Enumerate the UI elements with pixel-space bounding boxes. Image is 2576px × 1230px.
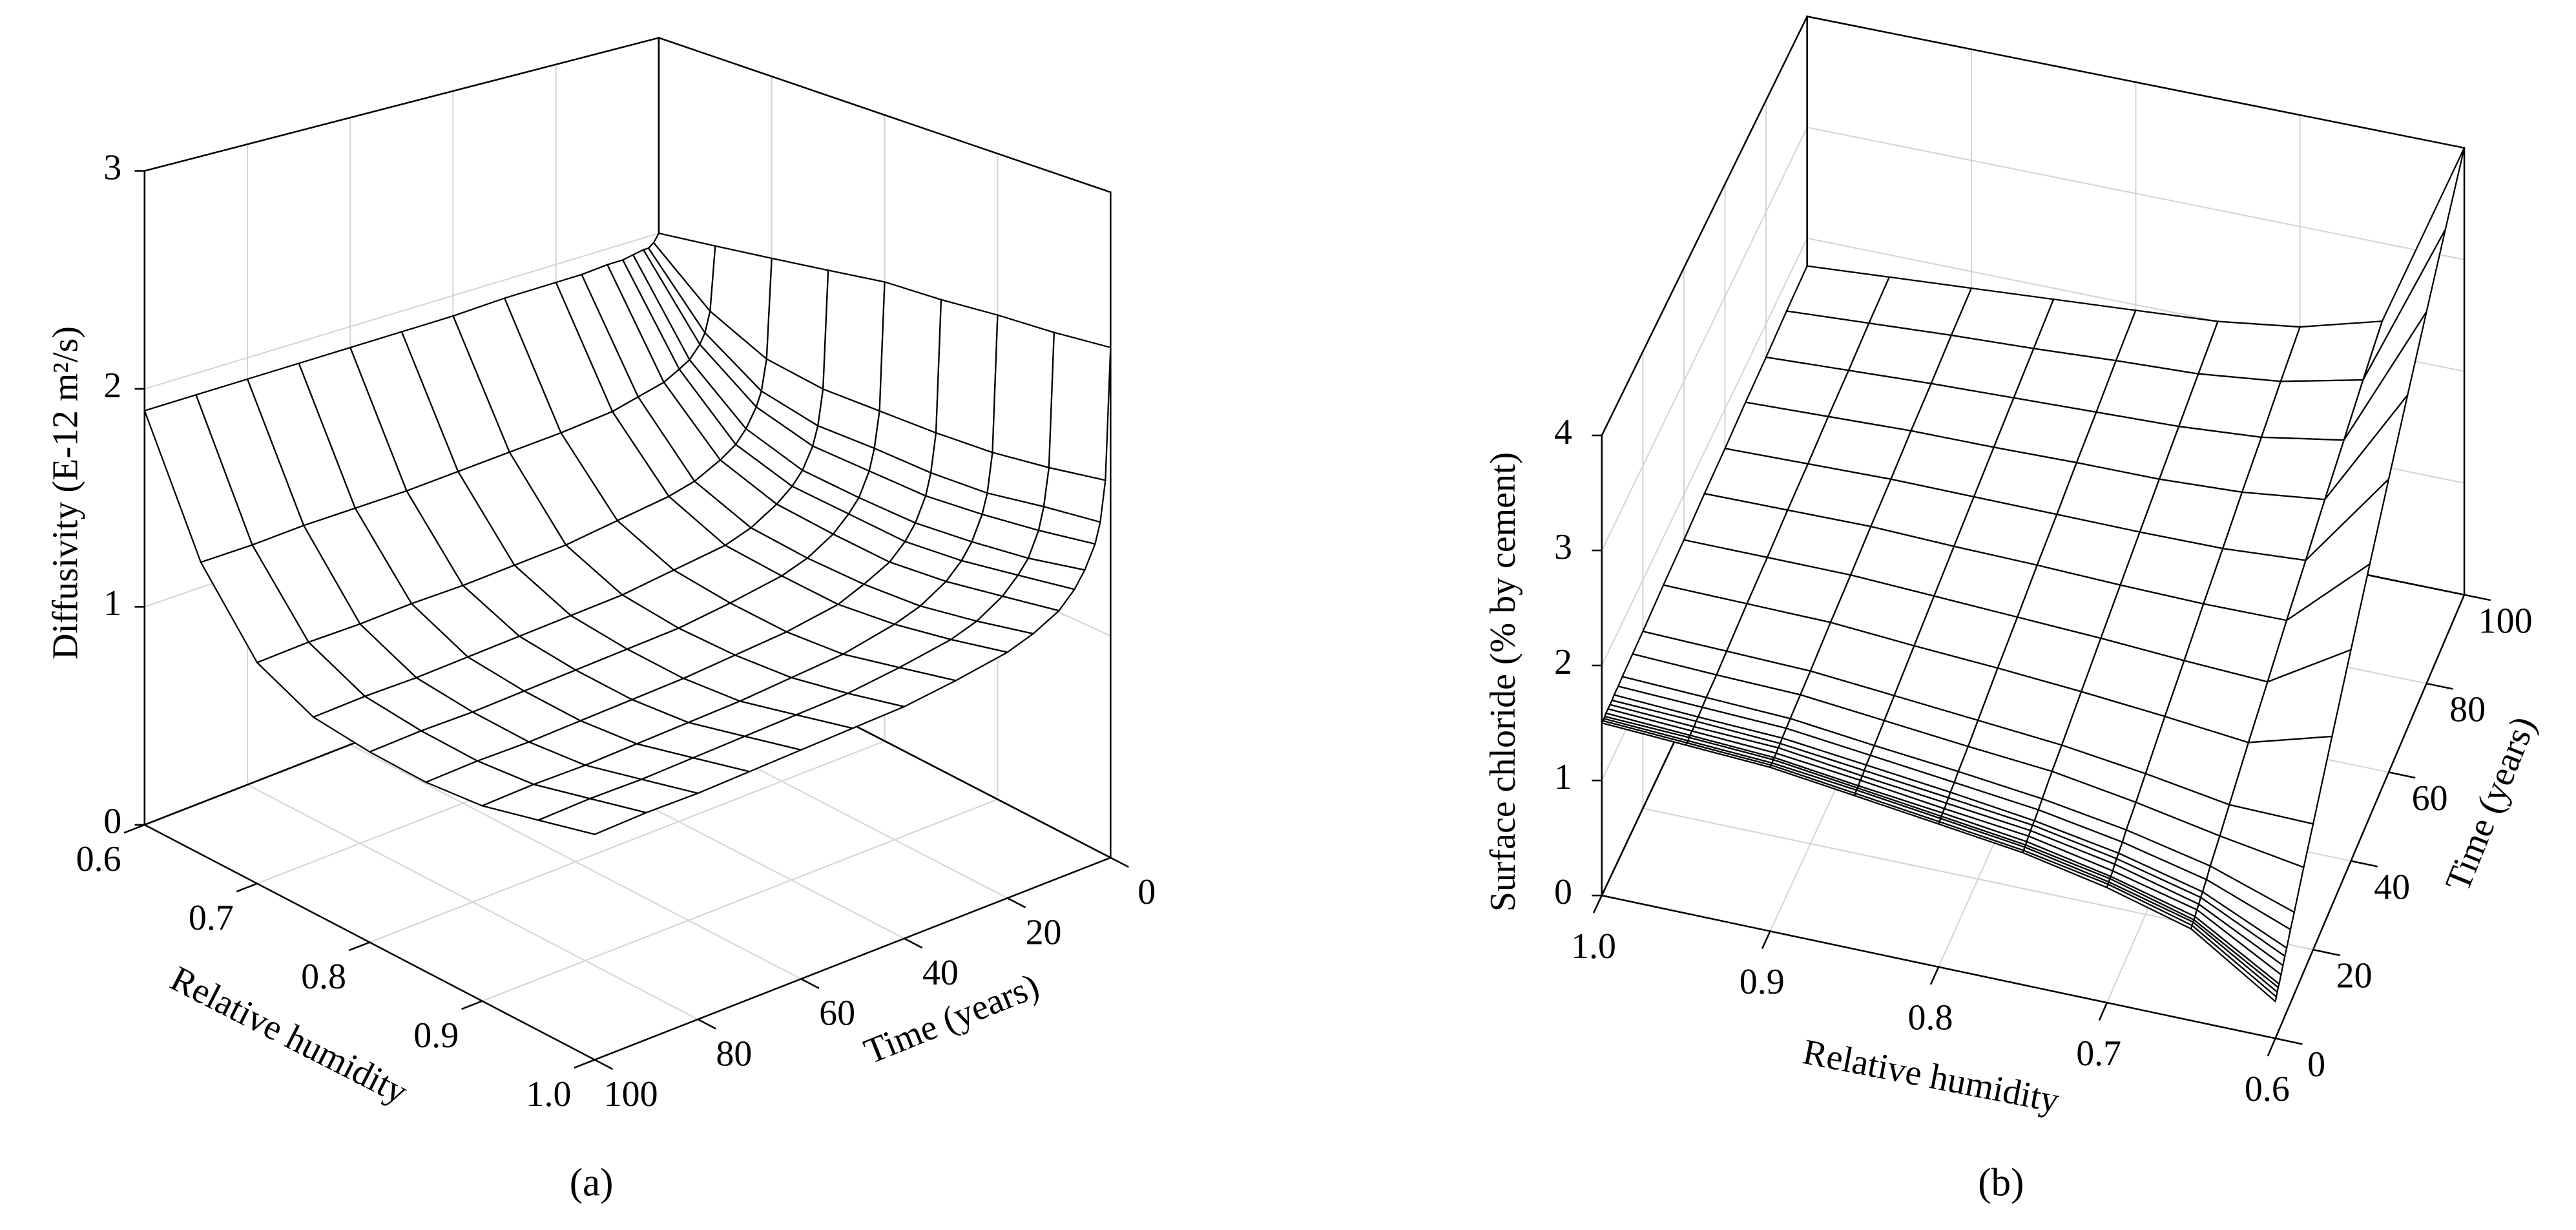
panel-label: (a) (570, 1161, 614, 1204)
y-tick-label: 60 (2412, 778, 2448, 818)
surface-cell (537, 798, 647, 835)
tick-mark (2464, 594, 2491, 601)
y-tick-label: 80 (716, 1034, 752, 1074)
grid-line (1601, 127, 1808, 551)
z-tick-label: 4 (1554, 412, 1572, 452)
surface-cell (878, 281, 942, 434)
y-tick-label: 0 (1137, 872, 1156, 912)
tick-mark (697, 1018, 716, 1030)
tick-mark (123, 824, 145, 834)
y-tick-label: 60 (819, 994, 855, 1034)
surface-cell (2190, 924, 2278, 1003)
tick-mark (904, 937, 923, 949)
x-tick-label: 0.6 (76, 839, 121, 879)
tick-mark (1592, 895, 1603, 913)
tick-mark (2388, 771, 2416, 779)
surface-cell (1048, 331, 1112, 481)
grid-line (247, 784, 698, 1020)
tick-mark (800, 978, 820, 989)
x-tick-label: 0.6 (2245, 1069, 2290, 1109)
y-tick-label: 40 (922, 953, 959, 993)
z-tick-label: 3 (103, 147, 121, 187)
y-tick-label: 20 (1026, 913, 1062, 953)
tick-mark (236, 882, 258, 893)
tick-mark (2267, 1037, 2276, 1057)
tick-mark (1761, 930, 1771, 950)
x-tick-label: 0.7 (2076, 1034, 2121, 1074)
y-tick-label: 40 (2374, 867, 2410, 907)
x-tick-label: 0.9 (413, 1016, 459, 1056)
grid-line (1601, 238, 1808, 666)
z-tick-label: 1 (103, 583, 121, 623)
tick-mark (1929, 966, 1940, 985)
y-tick-label: 80 (2449, 690, 2486, 730)
tick-mark (2098, 1002, 2108, 1021)
z-tick-label: 0 (1554, 872, 1572, 912)
x-tick-label: 0.8 (301, 957, 346, 997)
grid-line (482, 798, 998, 1002)
y-tick-label: 100 (604, 1074, 658, 1114)
surface-cell (992, 314, 1055, 468)
tick-mark (1007, 897, 1026, 908)
y-tick-label: 20 (2336, 956, 2373, 996)
grid-line (144, 233, 660, 390)
x-tick-label: 1.0 (526, 1074, 572, 1114)
tick-mark (348, 941, 370, 952)
z-axis-title: Diffusivity (E-12 m²/s) (46, 326, 86, 660)
z-tick-label: 3 (1554, 527, 1572, 567)
tick-mark (2351, 860, 2378, 868)
grid-line (369, 740, 885, 943)
panel-label: (b) (1978, 1161, 2024, 1204)
z-tick-label: 1 (1554, 757, 1572, 797)
tick-mark (2312, 948, 2340, 957)
y-tick-label: 0 (2307, 1045, 2325, 1085)
tick-mark (1110, 857, 1129, 868)
y-tick-label: 100 (2478, 601, 2533, 641)
grid-line (349, 744, 802, 980)
x-tick-label: 0.7 (189, 898, 234, 938)
surface-cell (822, 269, 886, 412)
z-tick-label: 2 (1554, 642, 1572, 682)
z-axis-title: Surface chloride (% by cement) (1483, 452, 1523, 912)
tick-mark (2426, 682, 2453, 690)
x-tick-label: 0.8 (1907, 998, 1953, 1038)
tick-mark (574, 1059, 596, 1069)
x-tick-label: 1.0 (1571, 926, 1616, 966)
x-tick-label: 0.9 (1740, 962, 1785, 1002)
z-tick-label: 0 (103, 802, 121, 842)
tick-mark (594, 1059, 614, 1070)
tick-mark (2275, 1037, 2303, 1045)
z-tick-label: 2 (103, 366, 121, 406)
surface-cell (935, 298, 999, 453)
tick-mark (461, 1000, 483, 1010)
